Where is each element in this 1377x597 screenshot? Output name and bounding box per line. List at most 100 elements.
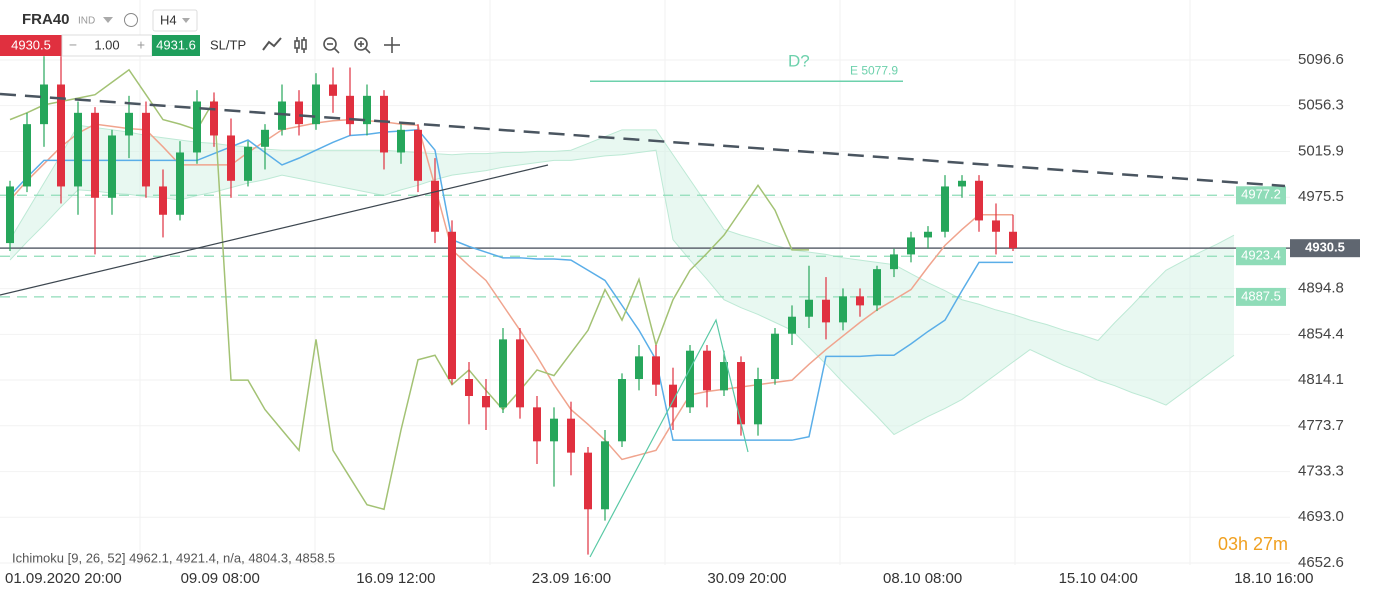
- x-tick-label: 23.09 16:00: [532, 570, 611, 587]
- dropdown-caret[interactable]: [103, 17, 113, 23]
- y-tick-label: 4652.6: [1298, 554, 1344, 571]
- toolbar: FRA40 IND H4 4930.5 − 1.00 + 4931.6 SL/T…: [0, 9, 400, 57]
- candle-body: [992, 220, 1000, 232]
- pattern-label: D?: [788, 51, 810, 70]
- candle-body: [550, 418, 558, 442]
- timeframe[interactable]: H4: [160, 12, 177, 27]
- volume[interactable]: 1.00: [94, 37, 119, 52]
- candle-body: [57, 84, 65, 187]
- candle-body: [431, 180, 439, 232]
- candle-body: [6, 186, 14, 244]
- candle-tool-icon[interactable]: [294, 37, 307, 53]
- candle-body: [686, 350, 694, 408]
- candle-body: [958, 180, 966, 187]
- candle-body: [159, 186, 167, 215]
- info-icon[interactable]: [124, 13, 138, 27]
- trendline-dashed: [0, 92, 1286, 188]
- candle-body: [397, 129, 405, 153]
- price-tag: [1290, 239, 1360, 258]
- indicator-line: [9, 68, 809, 511]
- cloud-fill: [10, 125, 1234, 435]
- candle-body: [244, 146, 252, 181]
- price-tag: [1236, 287, 1286, 306]
- candle-body: [873, 269, 881, 306]
- candle-body: [125, 112, 133, 136]
- trendline: [0, 164, 549, 296]
- y-tick-label: 5015.9: [1298, 142, 1344, 159]
- candle-body: [23, 124, 31, 187]
- candle-body: [788, 316, 796, 334]
- candle-body: [618, 379, 626, 442]
- candle-body: [771, 333, 779, 380]
- y-tick-label: 4894.8: [1298, 280, 1344, 297]
- candle-body: [448, 231, 456, 380]
- x-tick-label: 09.09 08:00: [181, 570, 260, 587]
- candle-body: [567, 418, 575, 453]
- y-tick-label: 4854.4: [1298, 325, 1344, 342]
- candle-body: [720, 362, 728, 391]
- candle-body: [261, 129, 269, 147]
- candle-body: [380, 95, 388, 153]
- zoom-out-icon[interactable]: [323, 37, 340, 54]
- buy-price[interactable]: 4931.6: [156, 37, 196, 52]
- price-tag: [1236, 247, 1286, 266]
- x-tick-label: 16.09 12:00: [356, 570, 435, 587]
- price-tag-label: 4930.5: [1305, 240, 1345, 255]
- candle-body: [907, 237, 915, 255]
- x-tick-label: 01.09.2020 20:00: [5, 570, 122, 587]
- candle-body: [941, 186, 949, 232]
- candle-body: [176, 152, 184, 215]
- sell-price[interactable]: 4930.5: [11, 37, 51, 52]
- candle-body: [363, 95, 371, 125]
- candle-body: [652, 356, 660, 385]
- candle-body: [533, 407, 541, 442]
- candle-body: [669, 384, 677, 408]
- move-icon[interactable]: [384, 37, 400, 53]
- indicator-legend: Ichimoku [9, 26, 52] 4962.1, 4921.4, n/a…: [12, 550, 335, 565]
- market: IND: [78, 16, 95, 27]
- y-tick-label: 4693.0: [1298, 508, 1344, 525]
- price-tag-label: 4887.5: [1241, 288, 1281, 303]
- y-tick-label: 4773.7: [1298, 417, 1344, 434]
- candle-timer: 03h 27m: [1218, 534, 1288, 554]
- candle-body: [805, 299, 813, 317]
- zoom-in-icon[interactable]: [354, 37, 371, 54]
- minus[interactable]: −: [69, 37, 77, 53]
- candle-body: [74, 112, 82, 187]
- candle-body: [227, 135, 235, 181]
- candle-body: [295, 101, 303, 125]
- candle-body: [499, 339, 507, 408]
- candle-body: [584, 452, 592, 510]
- candle-body: [635, 356, 643, 380]
- candle-body: [193, 101, 201, 153]
- y-tick-label: 4733.3: [1298, 463, 1344, 480]
- candle-body: [703, 350, 711, 391]
- candle-body: [346, 95, 354, 125]
- timeframe-box[interactable]: [152, 9, 198, 32]
- candle-body: [329, 84, 337, 96]
- candle-body: [465, 379, 473, 397]
- sltp[interactable]: SL/TP: [210, 37, 246, 52]
- sell-button[interactable]: [0, 35, 62, 56]
- candle-body: [601, 441, 609, 510]
- candle-body: [40, 84, 48, 125]
- candle-body: [482, 396, 490, 408]
- candle-body: [822, 299, 830, 323]
- candle-body: [142, 112, 150, 187]
- buy-button[interactable]: [152, 35, 200, 56]
- candle-body: [210, 101, 218, 136]
- symbol[interactable]: FRA40: [22, 11, 70, 28]
- price-tag: [1236, 186, 1286, 205]
- x-tick-label: 15.10 04:00: [1059, 570, 1138, 587]
- candle-body: [312, 84, 320, 125]
- candle-body: [890, 254, 898, 270]
- plus[interactable]: +: [137, 37, 145, 53]
- line-tool-icon[interactable]: [262, 37, 282, 51]
- cloud-edge: [9, 149, 1235, 436]
- x-tick-label: 18.10 16:00: [1234, 570, 1313, 587]
- x-tick-label: 30.09 20:00: [707, 570, 786, 587]
- candle-body: [278, 101, 286, 130]
- y-tick-label: 5096.6: [1298, 51, 1344, 68]
